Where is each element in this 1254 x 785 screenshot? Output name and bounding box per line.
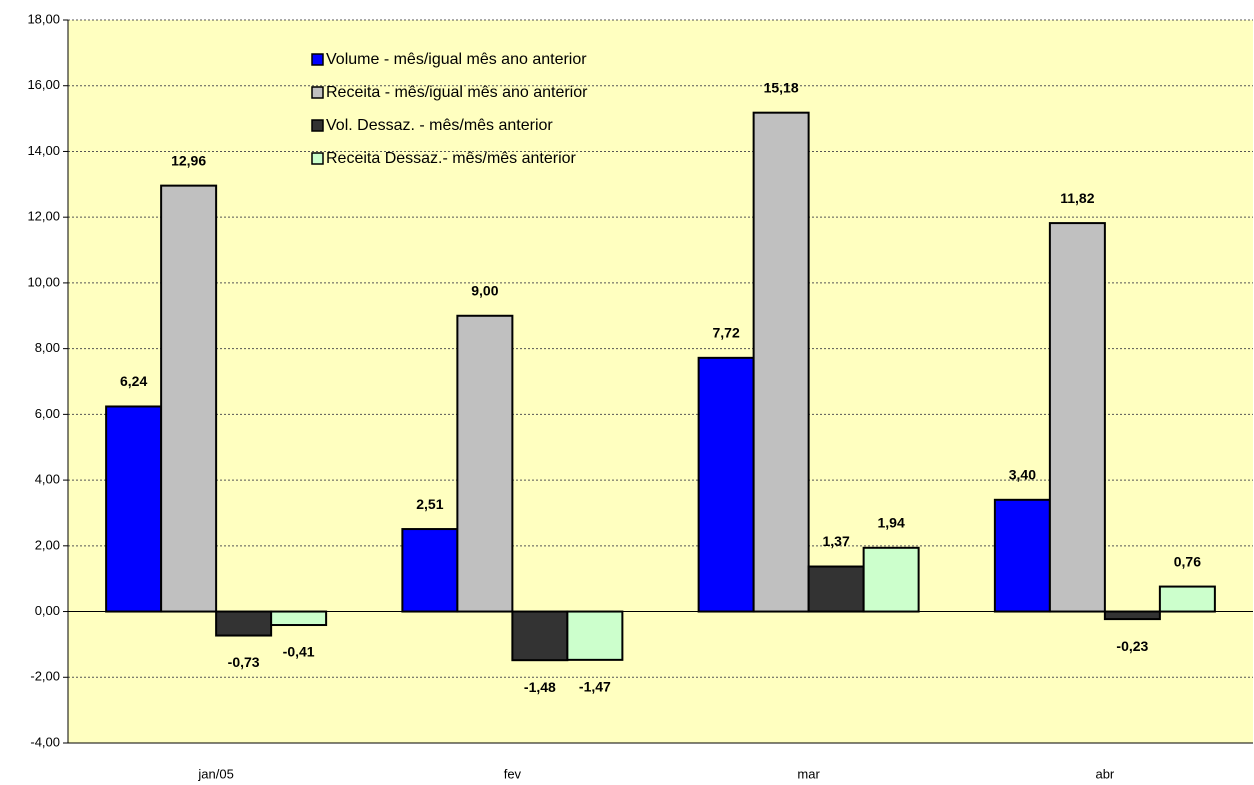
bar (752, 111, 810, 613)
legend-label: Receita Dessaz.- mês/mês anterior (326, 150, 577, 167)
y-tick-label: 0,00 (35, 603, 60, 618)
x-tick-label: jan/05 (197, 766, 233, 781)
y-tick-label: 6,00 (35, 406, 60, 421)
value-label: 9,00 (471, 282, 498, 298)
y-tick-label: -2,00 (30, 669, 60, 684)
value-label: 15,18 (764, 79, 799, 95)
bar (862, 546, 920, 613)
value-label: -0,23 (1116, 638, 1148, 654)
bar (105, 405, 163, 613)
bar (401, 528, 459, 613)
y-tick-label: 8,00 (35, 340, 60, 355)
bar (215, 610, 273, 637)
y-tick-label: 16,00 (27, 77, 60, 92)
value-label: 6,24 (120, 373, 147, 389)
x-tick-label: abr (1095, 766, 1114, 781)
legend-swatch (311, 152, 324, 165)
bar (1048, 222, 1106, 613)
value-label: 12,96 (171, 152, 206, 168)
value-label: -1,48 (524, 679, 556, 695)
value-label: 3,40 (1009, 467, 1036, 483)
bar (1103, 610, 1161, 621)
legend-swatch (311, 53, 324, 66)
value-label: 1,37 (823, 533, 850, 549)
legend-swatch (311, 119, 324, 132)
value-label: -0,41 (283, 644, 315, 660)
bar (993, 498, 1051, 613)
bar (807, 565, 865, 613)
bar (456, 314, 514, 613)
bar (160, 184, 218, 613)
value-label: 0,76 (1174, 553, 1201, 569)
value-label: -0,73 (228, 654, 260, 670)
value-label: 7,72 (713, 325, 740, 341)
y-tick-label: -4,00 (30, 734, 60, 749)
y-tick-label: 10,00 (27, 274, 60, 289)
x-tick-label: fev (504, 766, 522, 781)
y-tick-label: 2,00 (35, 537, 60, 552)
legend-label: Receita - mês/igual mês ano anterior (326, 84, 588, 101)
y-tick-label: 18,00 (27, 11, 60, 26)
bar (566, 610, 624, 661)
y-tick-label: 4,00 (35, 472, 60, 487)
bar (1158, 585, 1216, 613)
bar (511, 610, 569, 662)
x-tick-label: mar (797, 766, 820, 781)
y-tick-label: 14,00 (27, 143, 60, 158)
value-label: 1,94 (878, 514, 905, 530)
y-tick-label: 12,00 (27, 209, 60, 224)
bar (697, 356, 755, 613)
legend-label: Volume - mês/igual mês ano anterior (326, 51, 587, 68)
bar (270, 610, 328, 627)
value-label: -1,47 (579, 679, 611, 695)
value-label: 11,82 (1060, 190, 1094, 206)
legend-swatch (311, 86, 324, 99)
legend-label: Vol. Dessaz. - mês/mês anterior (326, 117, 553, 134)
value-label: 2,51 (416, 496, 443, 512)
